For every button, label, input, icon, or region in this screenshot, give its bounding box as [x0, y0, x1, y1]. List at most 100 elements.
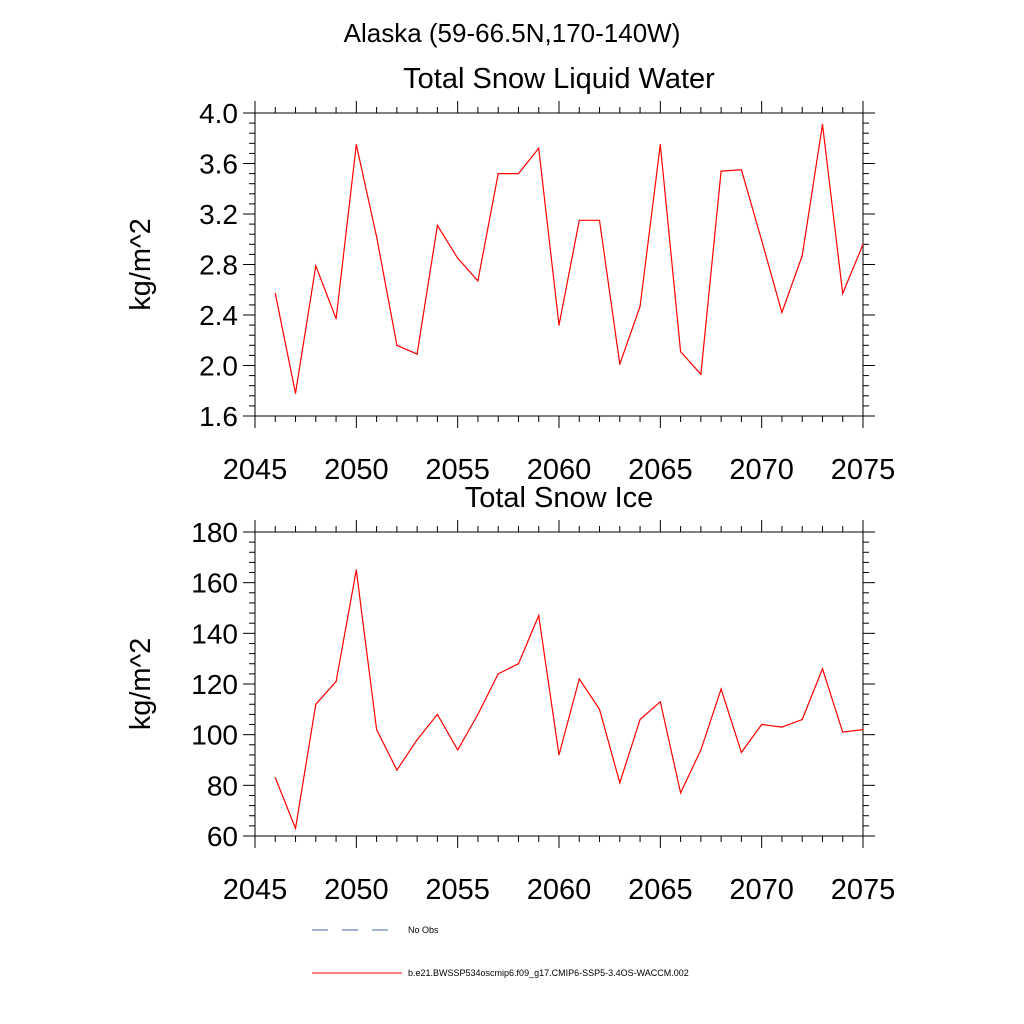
data-point — [700, 373, 702, 375]
x-tick-label: 2060 — [527, 874, 592, 906]
data-point — [842, 731, 844, 733]
y-tick-label: 2.0 — [199, 351, 238, 382]
data-point — [558, 324, 560, 326]
data-point — [720, 170, 722, 172]
data-point — [457, 749, 459, 751]
data-point — [274, 292, 276, 295]
x-tick-label: 2070 — [729, 454, 794, 486]
data-point — [436, 713, 438, 716]
y-tick-label: 80 — [207, 770, 238, 801]
data-point — [740, 751, 743, 754]
data-point — [598, 708, 601, 710]
data-point — [821, 668, 824, 670]
x-tick-label: 2070 — [729, 874, 794, 906]
data-point — [376, 729, 378, 731]
data-point — [578, 219, 580, 221]
x-tick-label: 2050 — [324, 454, 389, 486]
data-point — [659, 143, 661, 146]
chart-panel-2: Total Snow Ice 60 80 100 120 140 160 180 2045 205… — [125, 482, 895, 906]
data-point — [436, 224, 438, 226]
legend: No Obs b.e21.BWSSP534oscmip6.f09_g17.CMIP… — [312, 925, 689, 978]
data-point — [842, 292, 844, 295]
data-point — [335, 318, 337, 320]
data-point — [376, 236, 378, 238]
data-point — [801, 718, 803, 721]
data-point — [274, 777, 276, 779]
x-tick-label: 2045 — [223, 454, 288, 486]
y-axis-label: kg/m^2 — [125, 218, 157, 311]
data-point — [619, 363, 621, 365]
y-tick-label: 100 — [191, 720, 238, 751]
chart-title: Total Snow Liquid Water — [403, 63, 715, 95]
data-point — [294, 392, 297, 394]
data-point — [720, 688, 722, 690]
data-point — [821, 123, 824, 125]
data-point — [396, 344, 398, 346]
x-tick-label: 2060 — [527, 454, 592, 486]
data-point — [538, 615, 540, 617]
series-line — [274, 124, 864, 394]
data-point — [740, 169, 743, 171]
data-point — [294, 827, 297, 830]
data-point — [680, 351, 682, 353]
y-tick-label: 2.8 — [199, 250, 238, 281]
plot-frame — [254, 112, 864, 417]
x-tick-label: 2065 — [628, 454, 693, 486]
y-tick-label: 1.6 — [199, 401, 238, 432]
data-point — [598, 219, 601, 221]
plot-frame — [254, 531, 864, 837]
data-point — [619, 782, 621, 784]
y-tick-label: 60 — [207, 821, 238, 852]
data-point — [315, 703, 317, 705]
y-tick-label: 140 — [191, 618, 238, 649]
data-point — [477, 280, 479, 282]
y-tick-label: 2.4 — [199, 300, 238, 331]
data-point — [578, 678, 580, 680]
legend-label: b.e21.BWSSP534oscmip6.f09_g17.CMIP6-SSP5… — [408, 968, 689, 978]
x-tick-label: 2055 — [425, 454, 490, 486]
x-tick-label: 2045 — [223, 874, 288, 906]
data-point — [700, 749, 702, 751]
data-point — [355, 569, 357, 571]
y-tick-label: 160 — [191, 568, 238, 599]
data-point — [781, 311, 783, 314]
data-point — [862, 729, 864, 731]
data-point — [862, 243, 864, 245]
data-point — [497, 673, 499, 675]
figure-suptitle: Alaska (59-66.5N,170-140W) — [344, 18, 681, 48]
data-point — [517, 663, 520, 665]
data-point — [497, 173, 499, 175]
data-point — [558, 754, 560, 756]
x-tick-label: 2050 — [324, 874, 389, 906]
data-point — [477, 713, 479, 716]
y-tick-label: 4.0 — [199, 98, 238, 129]
y-tick-label: 3.6 — [199, 149, 238, 180]
legend-label: No Obs — [408, 925, 439, 935]
data-point — [315, 265, 317, 267]
x-tick-label: 2075 — [831, 454, 896, 486]
data-point — [335, 680, 337, 683]
x-tick-label: 2065 — [628, 874, 693, 906]
data-point — [680, 792, 682, 794]
x-tick-label: 2055 — [425, 874, 490, 906]
y-tick-label: 120 — [191, 669, 238, 700]
y-tick-label: 180 — [191, 517, 238, 548]
data-point — [761, 723, 763, 726]
data-point — [801, 255, 803, 257]
chart-panel-1: Total Snow Liquid Water 1.6 2.0 2.4 2.8 3.2 3.… — [125, 63, 895, 486]
data-point — [639, 305, 641, 307]
x-tick-label: 2075 — [831, 874, 896, 906]
data-point — [639, 718, 641, 721]
data-point — [416, 353, 418, 355]
data-point — [761, 239, 763, 242]
data-point — [355, 143, 357, 146]
data-point — [396, 769, 398, 771]
data-point — [538, 147, 540, 149]
data-point — [517, 173, 520, 175]
chart-title: Total Snow Ice — [465, 482, 654, 514]
y-axis-label: kg/m^2 — [125, 638, 157, 731]
data-point — [659, 701, 661, 703]
y-tick-label: 3.2 — [199, 199, 238, 230]
data-point — [781, 726, 783, 728]
